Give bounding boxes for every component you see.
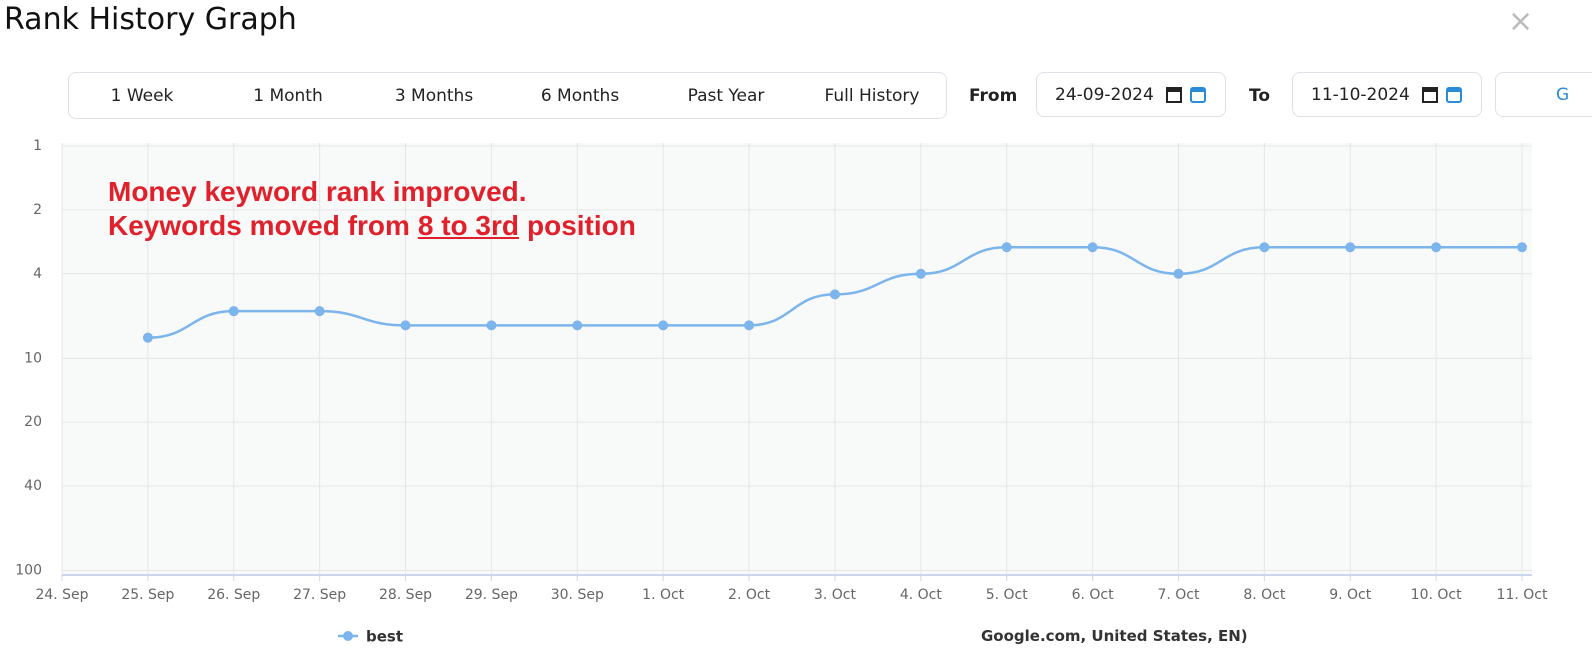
range-button[interactable]: 1 Month xyxy=(253,85,323,106)
range-selector: 1 Week 1 Month 3 Months 6 Months Past Ye… xyxy=(68,72,947,119)
x-tick-label: 6. Oct xyxy=(1072,587,1115,603)
point xyxy=(1087,242,1098,253)
x-tick-label: 27. Sep xyxy=(293,587,346,603)
calendar-icons xyxy=(1165,86,1206,103)
plot-background xyxy=(62,143,1532,575)
point xyxy=(658,320,669,331)
x-tick-label: 3. Oct xyxy=(814,587,857,603)
point xyxy=(228,306,239,317)
x-tick-label: 5. Oct xyxy=(986,587,1029,603)
y-tick-label: 40 xyxy=(24,478,42,494)
point xyxy=(915,268,926,279)
x-tick-label: 7. Oct xyxy=(1157,587,1200,603)
y-tick-label: 4 xyxy=(33,266,42,282)
point xyxy=(1001,242,1012,253)
y-tick-label: 100 xyxy=(15,563,42,579)
range-button[interactable]: 6 Months xyxy=(540,85,620,106)
point xyxy=(1517,242,1527,253)
point xyxy=(486,320,497,331)
x-tick-label: 4. Oct xyxy=(900,587,943,603)
y-tick-label: 10 xyxy=(24,350,42,366)
x-tick-label: 25. Sep xyxy=(121,587,174,603)
x-tick-label: 29. Sep xyxy=(465,587,518,603)
point xyxy=(744,320,755,331)
x-tick-label: 30. Sep xyxy=(551,587,604,603)
date-value: 11-10-2024 xyxy=(1311,84,1410,105)
x-tick-label: 26. Sep xyxy=(207,587,260,603)
point xyxy=(1259,242,1270,253)
from-label: From xyxy=(969,86,1018,106)
point xyxy=(142,332,153,343)
annotation: Money keyword rank improved. Keywords mo… xyxy=(108,175,636,243)
point xyxy=(1173,268,1184,279)
annotation-line: Keywords moved from 8 to 3rd position xyxy=(108,209,636,243)
x-tick-label: 2. Oct xyxy=(728,587,771,603)
to-label: To xyxy=(1249,86,1271,106)
search-engine-label: Google.com, United States, EN) xyxy=(981,627,1248,645)
legend-marker xyxy=(343,631,353,641)
point xyxy=(829,289,840,300)
calendar-icons xyxy=(1421,86,1462,103)
x-tick-label: 28. Sep xyxy=(379,587,432,603)
range-button[interactable]: 3 Months xyxy=(394,85,474,106)
range-button[interactable]: Full History xyxy=(824,85,920,106)
annotation-text: position xyxy=(527,210,636,241)
legend-label: best xyxy=(366,628,403,646)
x-tick-label: 24. Sep xyxy=(35,587,88,603)
point xyxy=(572,320,583,331)
close-button[interactable]: × xyxy=(1508,4,1534,39)
to-date[interactable]: 11-10-2024 xyxy=(1292,72,1482,117)
y-tick-label: 20 xyxy=(24,414,42,430)
dialog-title: Rank History Graph xyxy=(4,2,297,37)
annotation-line: Money keyword rank improved. xyxy=(108,176,527,207)
x-tick-label: 10. Oct xyxy=(1411,587,1462,603)
point xyxy=(1345,242,1356,253)
y-tick-label: 1 xyxy=(33,138,42,154)
point xyxy=(400,320,411,331)
point xyxy=(314,306,325,317)
annotation-text: Keywords moved from xyxy=(108,210,410,241)
x-tick-label: 11. Oct xyxy=(1497,587,1548,603)
annotation-highlight: 8 to 3rd xyxy=(417,210,519,241)
date-value: 24-09-2024 xyxy=(1055,84,1154,105)
x-tick-label: 8. Oct xyxy=(1243,587,1286,603)
point xyxy=(1431,242,1442,253)
range-button[interactable]: 1 Week xyxy=(110,85,174,106)
x-tick-label: 1. Oct xyxy=(642,587,685,603)
x-tick-label: 9. Oct xyxy=(1329,587,1372,603)
go-button[interactable]: G xyxy=(1495,72,1592,117)
y-tick-label: 2 xyxy=(33,202,42,218)
range-button[interactable]: Past Year xyxy=(687,85,765,106)
from-date[interactable]: 24-09-2024 xyxy=(1036,72,1226,117)
